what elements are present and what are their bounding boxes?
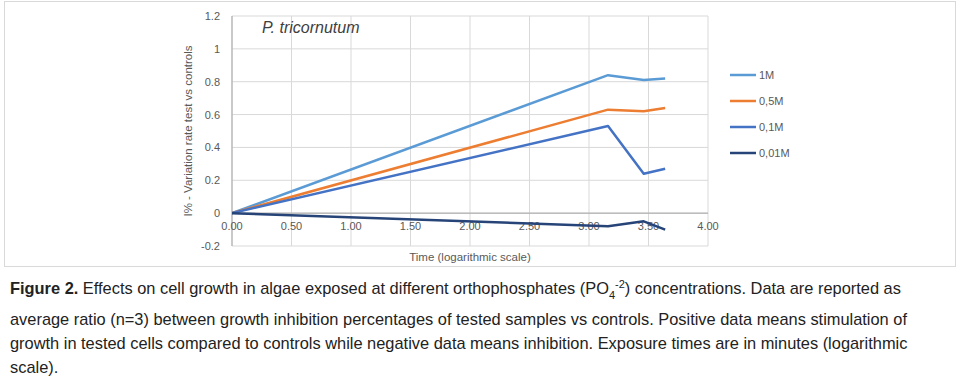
caption: Figure 2. Effects on cell growth in alga…: [10, 272, 952, 379]
legend-swatch: [730, 74, 756, 77]
y-axis-title: I% - Variation rate test vs controls: [182, 45, 194, 216]
caption-text: -2: [615, 278, 625, 290]
grid-line: [410, 16, 411, 246]
caption-lead: Figure 2.: [10, 279, 78, 297]
y-tick-label: 1.2: [205, 10, 220, 22]
grid-line: [232, 16, 233, 246]
grid-line: [232, 213, 708, 214]
legend-label: 0,5M: [759, 95, 783, 107]
y-tick-label: 1: [214, 43, 220, 55]
chart: -0.200.20.40.60.811.20.000.501.001.502.0…: [0, 0, 960, 270]
y-tick-label: -0.2: [201, 240, 220, 252]
y-tick-label: 0.6: [205, 109, 220, 121]
series-line: [232, 126, 665, 213]
x-axis-title: Time (logarithmic scale): [409, 251, 531, 263]
legend-label: 0,01M: [759, 147, 790, 159]
y-tick-label: 0.4: [205, 141, 220, 153]
y-axis: [232, 16, 233, 246]
series-line: [232, 75, 665, 213]
legend-label: 1M: [759, 69, 774, 81]
series-line: [232, 213, 665, 229]
legend-swatch: [730, 100, 756, 103]
chart-title: P. tricornutum: [262, 19, 360, 36]
y-tick-label: 0.2: [205, 174, 220, 186]
caption-text: Effects on cell growth in algae exposed …: [78, 279, 609, 297]
grid-line: [351, 16, 352, 246]
x-tick-label: 0.00: [221, 220, 242, 232]
x-tick-label: 1.00: [340, 220, 361, 232]
x-tick-label: 2.50: [519, 220, 540, 232]
x-tick-label: 4.00: [697, 220, 718, 232]
y-tick-label: 0: [214, 207, 220, 219]
chart-frame: [5, 2, 956, 267]
legend-swatch: [730, 152, 756, 155]
grid-line: [470, 16, 471, 246]
x-tick-label: 1.50: [400, 220, 421, 232]
x-tick-label: 0.50: [281, 220, 302, 232]
x-axis: [232, 213, 708, 214]
caption-text: 4: [609, 289, 615, 301]
grid-line: [708, 16, 709, 246]
grid-line: [291, 16, 292, 246]
y-tick-label: 0.8: [205, 76, 220, 88]
series-line: [232, 108, 665, 213]
plot-area: [232, 75, 665, 229]
legend-swatch: [730, 126, 756, 129]
grid-line: [648, 16, 649, 246]
legend-label: 0,1M: [759, 121, 783, 133]
